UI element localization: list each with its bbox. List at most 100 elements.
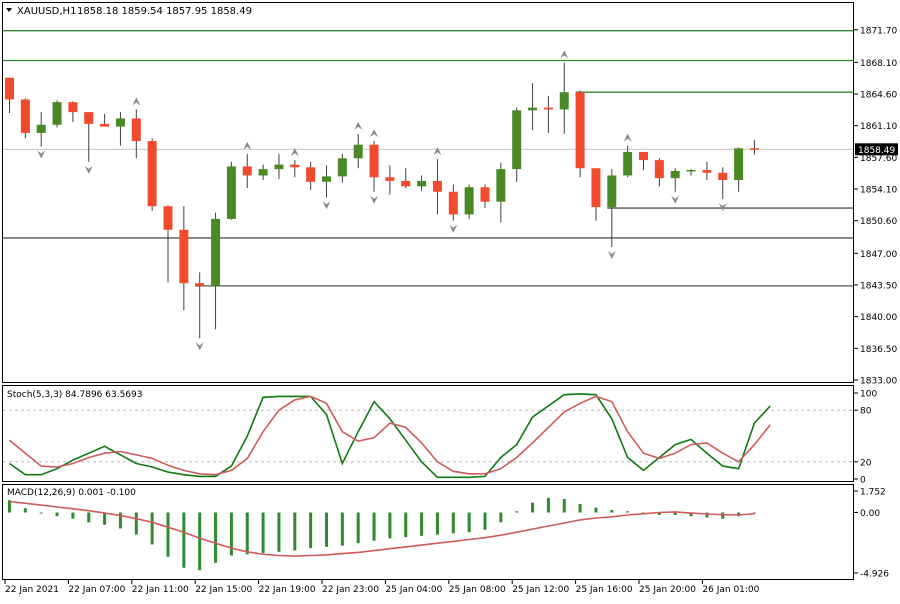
candle-bear	[480, 187, 490, 202]
macd-histogram-bar	[562, 499, 566, 513]
current-price-tag	[855, 143, 898, 156]
fractal-down-icon	[37, 150, 46, 159]
candle-bear	[749, 148, 759, 150]
candle-bear	[575, 92, 585, 169]
price-axis-label: 1857.60	[860, 154, 897, 164]
candle-bear	[5, 77, 14, 100]
macd-histogram-bar	[721, 512, 725, 519]
candle-bull	[670, 170, 680, 179]
time-axis-label: 25 Jan 04:00	[385, 585, 442, 595]
macd-histogram-bar	[546, 497, 550, 513]
price-axis-label: 1868.10	[860, 59, 897, 69]
macd-histogram-bar	[340, 512, 344, 546]
time-axis-label: 22 Jan 11:00	[132, 585, 189, 595]
macd-histogram-bar	[467, 512, 471, 533]
ohlc-readout: 1858.18 1859.54 1857.95 1858.49	[77, 6, 252, 17]
candle-bull	[559, 92, 569, 110]
candle-bull	[734, 148, 744, 180]
candle-bull	[512, 110, 522, 170]
candle-bull	[528, 107, 538, 111]
macd-histogram-bar	[166, 512, 170, 557]
candle-bear	[20, 99, 30, 133]
candle-bull	[417, 180, 427, 187]
price-panel[interactable]	[2, 2, 854, 383]
macd-histogram-bar	[325, 512, 328, 547]
time-axis-label: 22 Jan 19:00	[259, 585, 316, 595]
macd-histogram-bar	[626, 511, 630, 513]
macd-axis-label: 0.00	[860, 509, 880, 519]
fractal-up-icon	[132, 97, 141, 106]
macd-title: MACD(12,26,9) 0.001 -0.100	[7, 488, 136, 498]
time-axis-label: 26 Jan 01:00	[702, 585, 759, 595]
macd-histogram-bar	[277, 512, 281, 552]
macd-histogram-bar	[55, 512, 59, 517]
time-axis-label: 22 Jan 2021	[5, 585, 59, 595]
candle-bear	[100, 123, 110, 127]
candle-bull	[258, 169, 268, 176]
symbol-menu-icon[interactable]	[6, 8, 12, 12]
candle-bear	[290, 164, 300, 168]
macd-histogram-bar	[515, 511, 519, 513]
candle-bear	[147, 141, 157, 207]
candle-bear	[432, 180, 442, 192]
candle-bear	[84, 112, 94, 124]
candle-bull	[623, 151, 633, 176]
price-axis-label: 1871.70	[860, 26, 897, 36]
macd-histogram-bar	[499, 512, 503, 523]
macd-histogram-bar	[293, 512, 297, 551]
macd-histogram-bar	[87, 512, 91, 523]
fractal-up-icon	[290, 148, 299, 157]
price-axis-label: 1861.10	[860, 122, 897, 132]
fractal-up-icon	[243, 141, 252, 150]
candle-bull	[115, 118, 125, 127]
candle-bear	[68, 102, 78, 113]
stoch-main-line	[9, 393, 771, 479]
macd-histogram-bar	[214, 512, 218, 563]
candle-bull	[36, 124, 46, 133]
macd-histogram-bar	[103, 512, 107, 525]
macd-histogram-bar	[23, 508, 27, 513]
fractal-up-icon	[560, 50, 569, 59]
candle-bull	[496, 169, 506, 202]
macd-histogram-bar	[261, 512, 265, 554]
price-axis-label: 1833.00	[860, 377, 897, 387]
macd-histogram-bar	[39, 512, 43, 514]
candle-bear	[242, 166, 252, 176]
macd-histogram-bar	[435, 512, 439, 535]
candle-bear	[702, 170, 712, 173]
candle-bull	[322, 176, 331, 182]
macd-histogram-bar	[372, 512, 376, 541]
current-price-label: 1858.49	[858, 146, 895, 156]
macd-histogram-bar	[245, 512, 249, 555]
macd-histogram-bar	[689, 512, 693, 517]
price-axis-label: 1854.10	[860, 186, 897, 196]
fractal-up-icon	[623, 133, 632, 142]
price-axis-label: 1847.00	[860, 250, 897, 260]
candle-bear	[195, 283, 205, 286]
candle-bear	[385, 177, 395, 181]
candle-bear	[306, 167, 316, 182]
candle-bull	[464, 187, 474, 215]
macd-histogram-bar	[420, 512, 424, 536]
macd-signal-line	[9, 500, 755, 557]
price-axis-label: 1850.60	[860, 217, 897, 227]
fractal-down-icon	[449, 224, 458, 233]
macd-histogram-bar	[578, 503, 582, 513]
macd-histogram-bar	[594, 507, 598, 513]
stoch-axis-label: 100	[860, 390, 877, 400]
macd-panel[interactable]	[2, 484, 854, 580]
macd-histogram-bar	[309, 512, 313, 549]
price-axis-label: 1840.00	[860, 313, 897, 323]
fractal-down-icon	[322, 201, 331, 210]
fractal-down-icon	[607, 250, 616, 259]
macd-histogram-bar	[531, 502, 535, 513]
time-axis-label: 25 Jan 08:00	[449, 585, 506, 595]
candle-bull	[274, 164, 284, 170]
macd-histogram-bar	[673, 512, 677, 515]
time-axis-label: 22 Jan 23:00	[322, 585, 379, 595]
macd-axis-label: 1.752	[860, 488, 886, 498]
candle-bear	[591, 168, 601, 208]
fractal-down-icon	[671, 195, 680, 204]
